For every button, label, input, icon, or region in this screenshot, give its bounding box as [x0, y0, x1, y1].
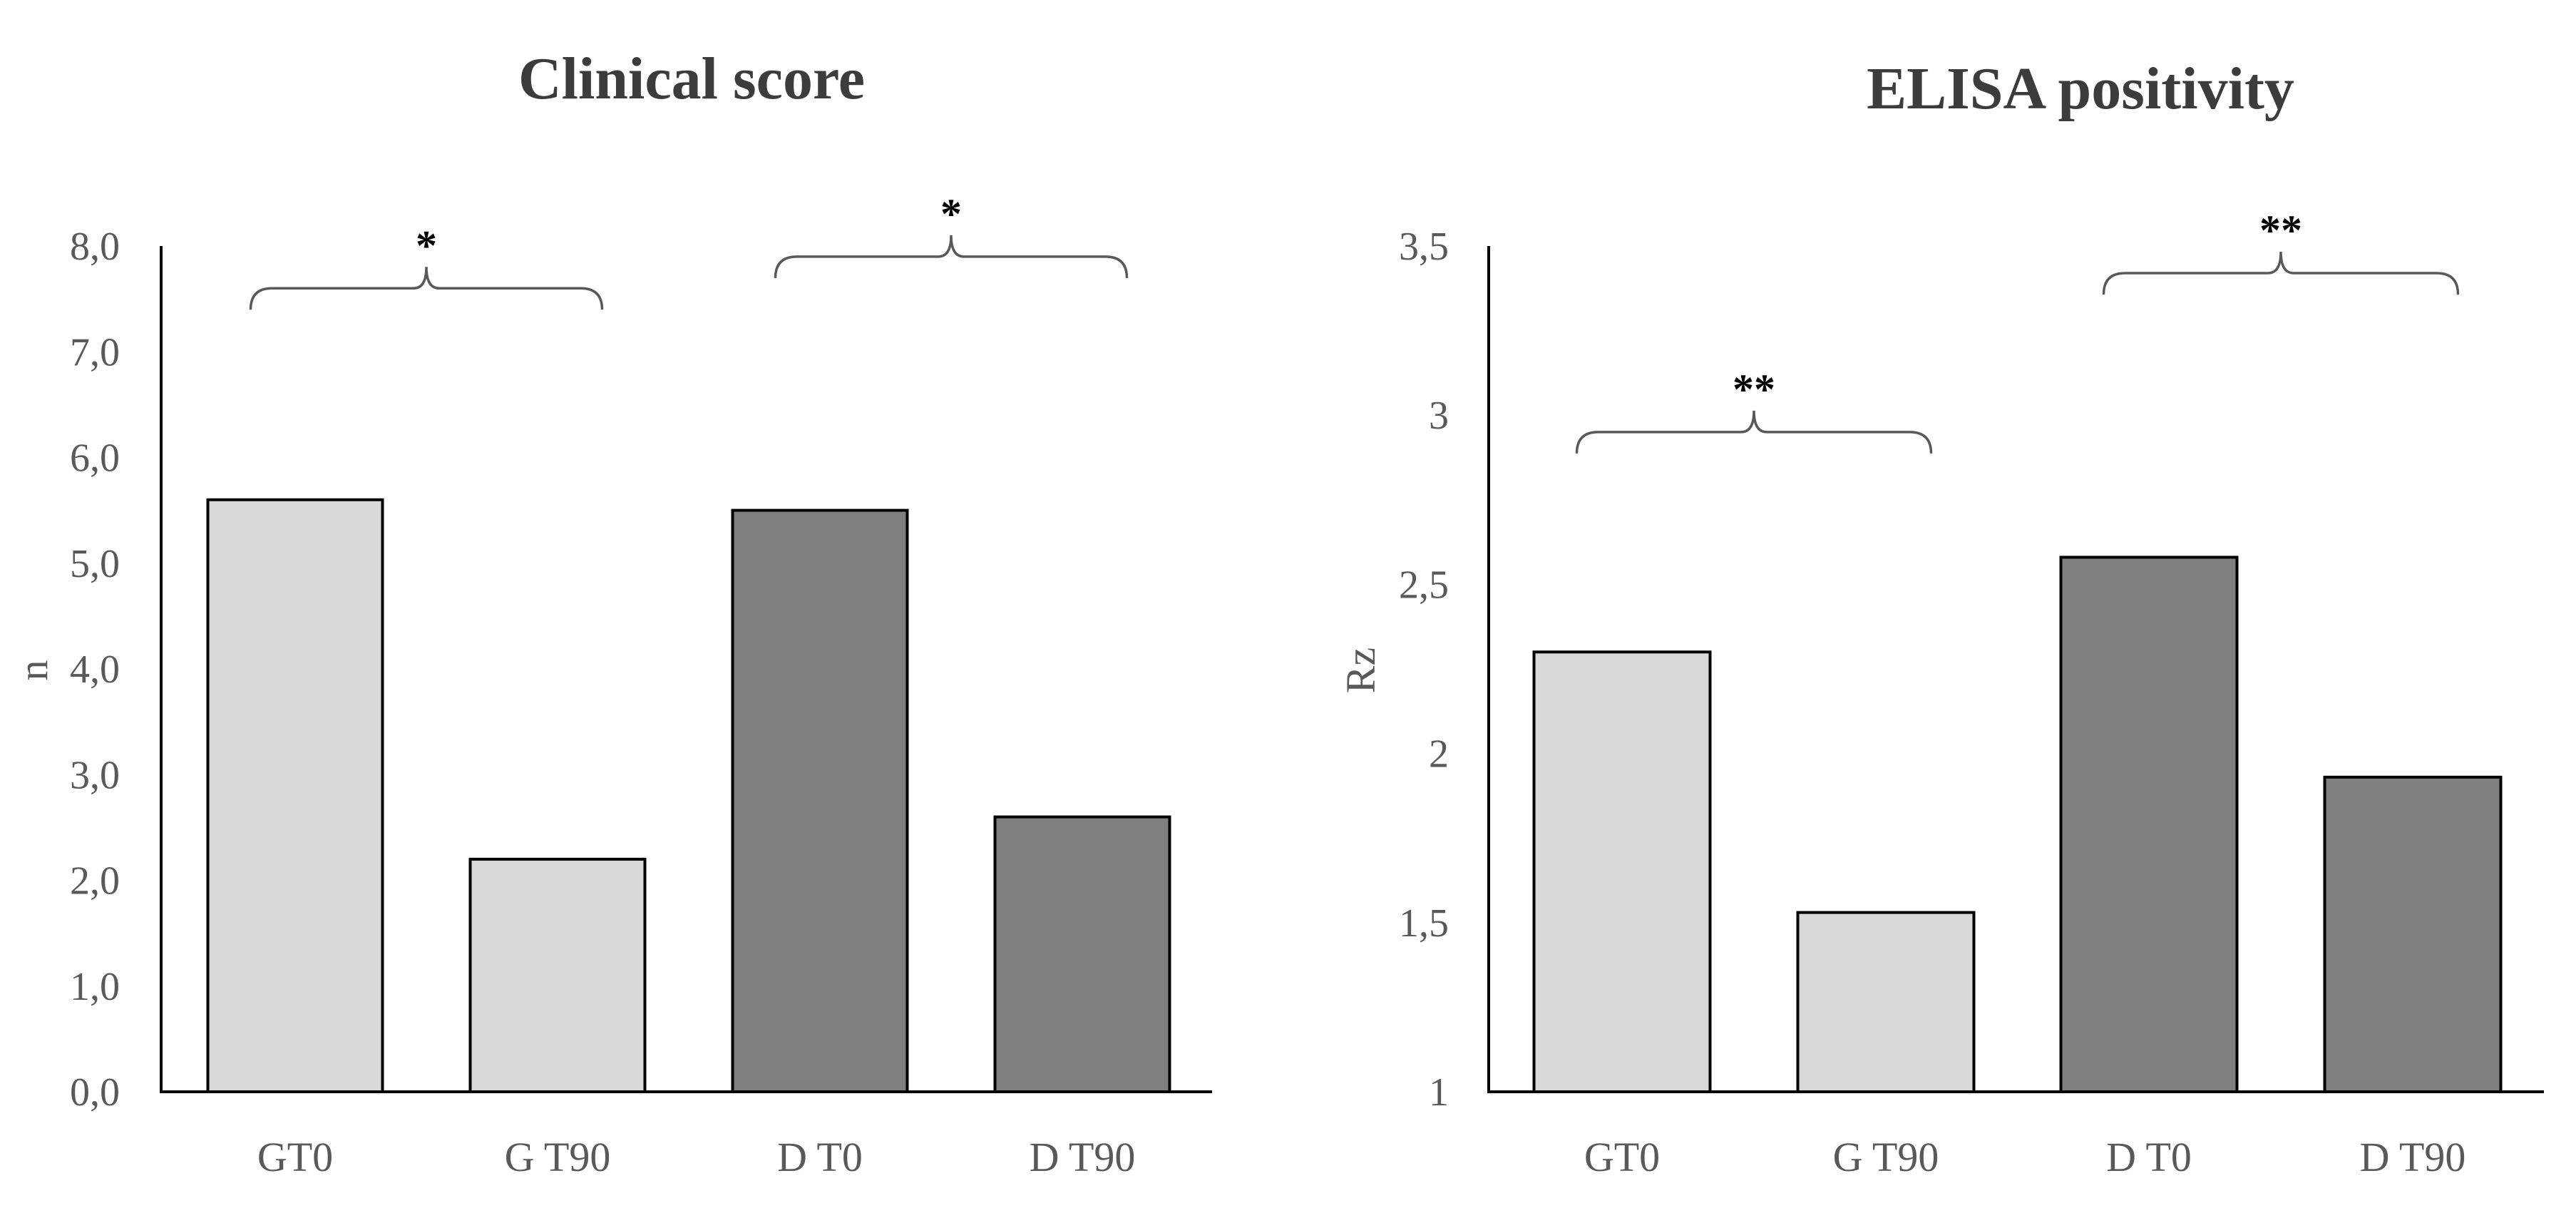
significance-label: **: [1733, 366, 1775, 413]
y-tick-label: 1: [1429, 1070, 1449, 1115]
chart-elisa-positivity: ELISA positivity Rz 1 1,5 2 2,5 3 3,5 GT0 G T9…: [1338, 56, 2544, 1180]
y-tick-label: 2: [1429, 732, 1449, 777]
bar-d-t90: [2323, 775, 2503, 1093]
y-tick-label: 3,5: [1399, 225, 1449, 269]
y-axis-label: n: [10, 660, 56, 681]
x-tick-label: D T90: [2360, 1134, 2466, 1180]
bar-d-t0: [731, 508, 909, 1093]
x-tick-label: D T0: [777, 1134, 863, 1180]
chart-title: Clinical score: [518, 46, 865, 112]
significance-bracket: [249, 267, 604, 310]
bars: [206, 498, 1171, 1094]
y-tick-label: 7,0: [70, 330, 120, 374]
y-tick-label: 4,0: [70, 648, 120, 692]
significance-bracket: [1575, 410, 1933, 454]
y-ticks: 0,0 1,0 2,0 3,0 4,0 5,0 6,0 7,0 8,0: [70, 225, 120, 1115]
y-tick-label: 2,0: [70, 859, 120, 904]
x-tick-labels: GT0 G T90 D T0 D T90: [257, 1134, 1136, 1180]
bar-g-t90: [1796, 911, 1976, 1093]
y-tick-label: 0,0: [70, 1070, 120, 1115]
bars: [1532, 556, 2503, 1093]
y-tick-label: 2,5: [1399, 563, 1449, 607]
significance-brackets: **: [249, 190, 1129, 310]
x-tick-label: GT0: [1584, 1134, 1660, 1180]
bar-g-t90: [468, 857, 647, 1093]
x-tick-label: D T90: [1030, 1134, 1136, 1180]
x-tick-label: G T90: [505, 1134, 611, 1180]
significance-bracket: [2102, 251, 2460, 295]
y-tick-label: 5,0: [70, 542, 120, 586]
chart-title: ELISA positivity: [1867, 56, 2294, 122]
y-tick-label: 8,0: [70, 225, 120, 269]
bar-gt0: [1532, 650, 1712, 1093]
y-axis-label: Rz: [1338, 648, 1384, 693]
y-tick-label: 1,0: [70, 965, 120, 1009]
y-tick-label: 1,5: [1399, 901, 1449, 946]
bar-d-t0: [2059, 556, 2239, 1093]
significance-label: *: [940, 190, 962, 237]
y-tick-label: 3: [1429, 394, 1449, 438]
chart-clinical-score: Clinical score n 0,0 1,0 2,0 3,0 4,0 5,0 6,0 7,…: [10, 46, 1212, 1180]
y-ticks: 1 1,5 2 2,5 3 3,5: [1399, 225, 1449, 1115]
y-tick-label: 6,0: [70, 436, 120, 481]
significance-label: **: [2259, 207, 2302, 254]
bar-gt0: [206, 498, 384, 1093]
significance-brackets: ** **: [1575, 207, 2460, 454]
bar-d-t90: [993, 815, 1171, 1094]
x-tick-label: GT0: [257, 1134, 333, 1180]
x-tick-label: G T90: [1833, 1134, 1939, 1180]
significance-label: *: [416, 222, 437, 269]
significance-bracket: [774, 235, 1129, 278]
x-tick-label: D T0: [2106, 1134, 2192, 1180]
x-tick-labels: GT0 G T90 D T0 D T90: [1584, 1134, 2466, 1180]
y-tick-label: 3,0: [70, 753, 120, 797]
